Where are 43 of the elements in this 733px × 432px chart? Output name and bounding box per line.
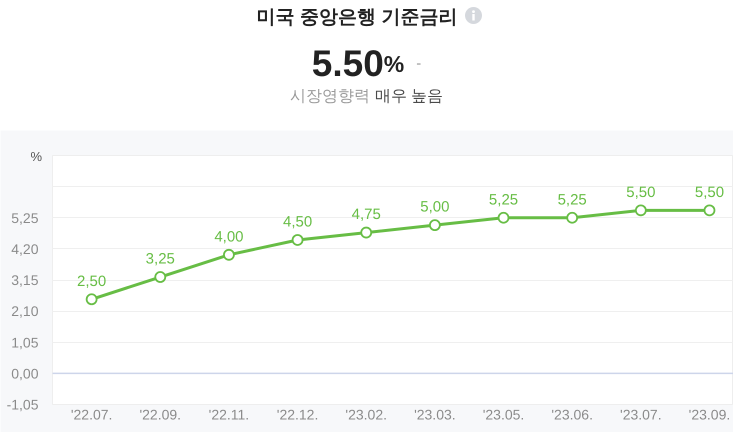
point [498,212,510,224]
point [428,219,441,232]
x-tick-label: '23.05. [482,406,524,422]
data-label: 5,50 [694,184,724,201]
data-label: 3,25 [146,250,175,268]
x-tick-label: '22.07. [70,406,112,422]
y-tick-label: 2,10 [11,303,39,320]
x-tick-label: '22.11. [208,406,250,422]
data-label: 5,25 [488,191,518,208]
point [360,226,372,238]
text: 시장영향력 [290,88,370,105]
data-label: 5,50 [626,184,656,201]
y-tick-label: 3,15 [11,272,39,288]
point [292,234,304,246]
x-tick-label: '23.02. [345,406,388,422]
text: 매우 높음 [374,88,444,105]
point [704,204,716,216]
chart-title: 미국 중앙은행 기준금리 [256,7,458,28]
x-tick-label: '23.06. [551,406,593,422]
y-tick-label: 1,05 [11,334,39,350]
text: - [416,54,422,72]
data-label: 4,50 [282,213,312,230]
x-tick-label: '23.09. [688,406,730,422]
x-tick-label: '22.12. [276,406,318,422]
point [223,248,235,261]
data-label: 5,25 [558,191,587,208]
y-tick-label: 5,25 [11,210,39,226]
y-tick-label: 4,20 [11,240,39,257]
text: 5.50% [312,42,404,84]
point [566,212,578,224]
data-label: 2,50 [77,272,106,290]
data-label: 4,00 [214,228,244,246]
point [634,204,647,216]
x-tick-label: '23.03. [414,406,456,422]
y-axis-title: % [30,149,42,164]
y-tick-label: -1,05 [6,396,39,412]
point [154,271,166,283]
data-label: 5,00 [420,198,450,216]
data-label: 4,75 [352,206,381,224]
point [86,293,98,306]
x-tick-label: '23.07. [620,406,662,422]
x-tick-label: '22.09. [139,406,182,422]
y-tick-label: 0,00 [11,365,39,382]
